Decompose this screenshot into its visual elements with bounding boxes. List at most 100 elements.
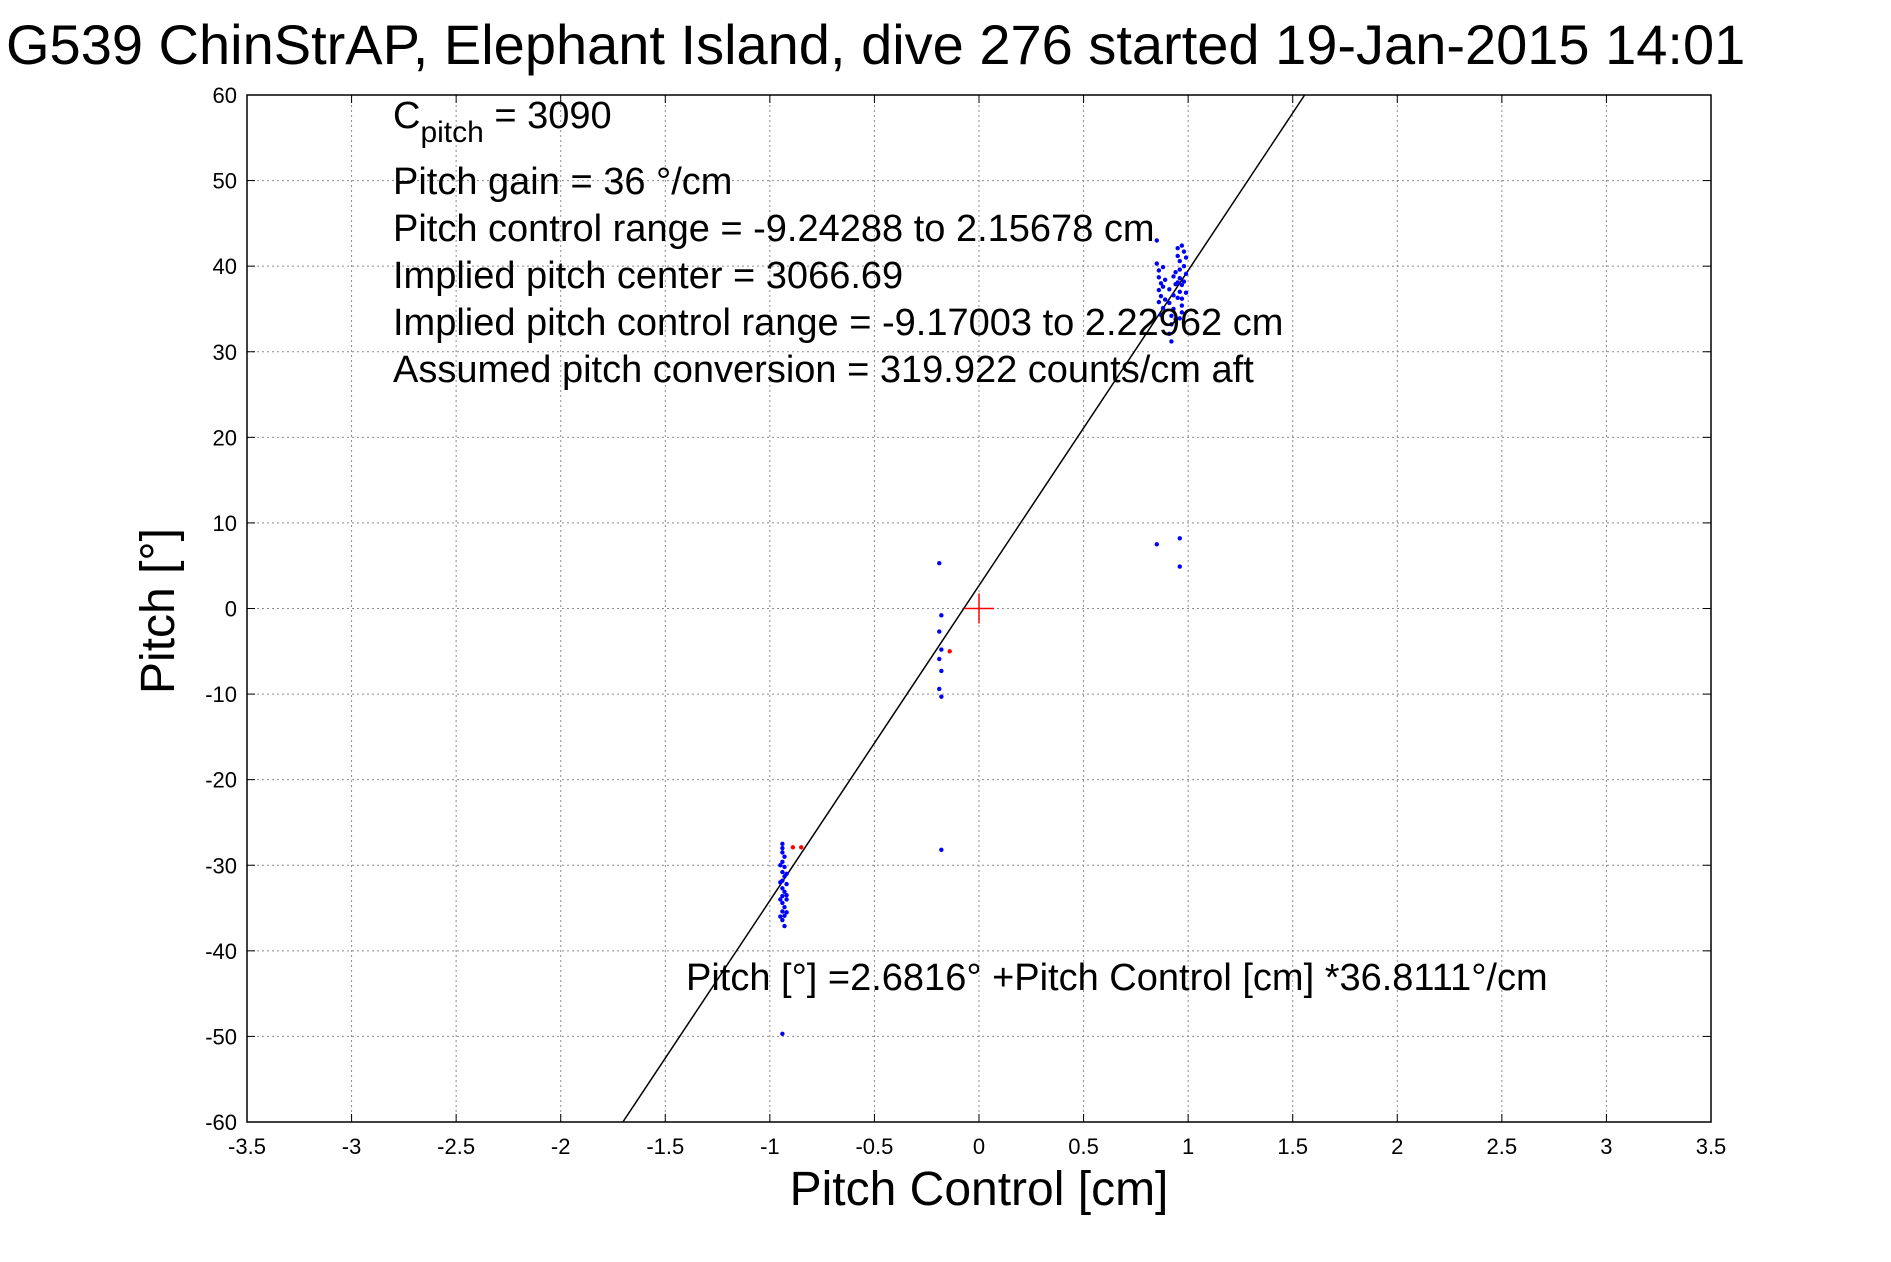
- data-point: [937, 656, 942, 662]
- data-point: [1169, 322, 1174, 327]
- fit-line: [622, 94, 1306, 1123]
- x-tick-label: 3: [1600, 1134, 1612, 1159]
- y-tick-label: -50: [205, 1024, 237, 1049]
- y-axis-label: Pitch [°]: [132, 528, 185, 694]
- data-point: [1171, 306, 1176, 312]
- data-point: [780, 850, 785, 855]
- data-point: [1181, 279, 1187, 284]
- data-point: [1160, 284, 1166, 289]
- y-tick-label: -20: [205, 768, 237, 793]
- data-point: [780, 900, 785, 906]
- y-tick-label: 0: [225, 597, 237, 622]
- x-tick-label: -3.5: [228, 1134, 266, 1159]
- x-tick-label: -2: [551, 1134, 571, 1159]
- data-point: [1167, 331, 1172, 336]
- fit-equation-annotation: Pitch [°] =2.6816° +Pitch Control [cm] *…: [686, 957, 1548, 999]
- data-point: [1171, 293, 1176, 298]
- data-point: [1183, 271, 1189, 277]
- y-tick-label: 20: [213, 425, 237, 450]
- data-point: [1171, 274, 1176, 279]
- data-point: [780, 869, 785, 875]
- data-point: [782, 864, 787, 870]
- data-point: [778, 897, 783, 902]
- data-point: [939, 847, 944, 853]
- x-tick-label: 3.5: [1696, 1134, 1727, 1159]
- data-point: [1179, 296, 1185, 301]
- data-point: [782, 913, 787, 918]
- data-point: [1156, 299, 1162, 305]
- data-point: [1177, 267, 1182, 272]
- data-point: [780, 886, 785, 891]
- data-point: [1177, 275, 1182, 281]
- c-pitch-annotation: Cpitch = 3090: [393, 95, 612, 149]
- c-pitch-base: C: [393, 95, 420, 137]
- x-tick-label: 0: [973, 1134, 985, 1159]
- data-point: [1158, 312, 1164, 318]
- data-point: [1158, 281, 1164, 286]
- data-point: [780, 845, 785, 851]
- data-point: [790, 845, 796, 850]
- y-tick-label: -30: [205, 853, 237, 878]
- data-point: [1154, 238, 1159, 243]
- data-point: [1179, 310, 1185, 315]
- data-point: [1160, 305, 1166, 311]
- data-point: [778, 914, 783, 919]
- data-point: [778, 880, 783, 885]
- data-point: [1156, 268, 1162, 273]
- data-point: [1160, 264, 1166, 270]
- data-point: [1156, 287, 1162, 293]
- data-point: [784, 881, 789, 887]
- data-point: [1175, 295, 1180, 301]
- x-tick-label: 2: [1391, 1134, 1403, 1159]
- data-point: [784, 897, 789, 902]
- y-tick-labels: -60 -50 -40 -30 -20 -10 0 10 20 30 40 50 60: [205, 83, 237, 1135]
- data-point: [939, 668, 944, 674]
- y-tick-label: 60: [213, 83, 237, 108]
- data-point: [780, 859, 785, 865]
- data-point: [1175, 245, 1180, 251]
- data-point: [784, 910, 789, 915]
- y-tick-label: 30: [213, 340, 237, 365]
- center-marker: [964, 593, 994, 624]
- data-point: [780, 841, 785, 847]
- data-point: [1183, 255, 1189, 260]
- c-pitch-subscript: pitch: [420, 116, 483, 149]
- data-point: [937, 686, 942, 692]
- x-tick-label: -3: [342, 1134, 362, 1159]
- grid-lines: [246, 94, 1712, 1123]
- data-point: [784, 893, 789, 898]
- y-tick-label: -40: [205, 939, 237, 964]
- x-tick-label: -1: [760, 1134, 780, 1159]
- calibration-annotations: Cpitch = 3090 Pitch gain = 36 °/cm Pitch…: [393, 95, 1548, 999]
- conversion-annotation: Assumed pitch conversion = 319.922 count…: [393, 349, 1254, 391]
- data-point: [780, 1031, 785, 1037]
- data-point: [1177, 289, 1182, 295]
- data-point: [780, 893, 785, 899]
- data-point: [1167, 287, 1172, 292]
- data-point: [1162, 297, 1168, 302]
- x-tick-label: 0.5: [1068, 1134, 1099, 1159]
- data-point: [1154, 542, 1159, 547]
- data-point: [1169, 339, 1174, 344]
- data-point: [780, 917, 785, 923]
- data-point: [1177, 258, 1182, 264]
- data-point: [780, 909, 785, 914]
- data-point: [1179, 243, 1185, 248]
- data-point: [1177, 564, 1182, 569]
- data-points: [778, 238, 1189, 1037]
- data-point: [1181, 249, 1187, 254]
- control-range-annotation: Pitch control range = -9.24288 to 2.1567…: [393, 208, 1155, 250]
- data-point: [778, 863, 783, 868]
- data-point: [1169, 313, 1174, 319]
- implied-range-annotation: Implied pitch control range = -9.17003 t…: [393, 302, 1283, 344]
- x-tick-label: 1.5: [1277, 1134, 1308, 1159]
- data-point: [1175, 253, 1180, 259]
- y-tick-label: 40: [213, 254, 237, 279]
- data-point: [782, 923, 787, 929]
- data-point: [1183, 290, 1189, 295]
- data-point: [1158, 293, 1164, 299]
- data-point: [1173, 317, 1178, 322]
- data-point: [937, 560, 942, 566]
- x-tick-label: -2.5: [437, 1134, 475, 1159]
